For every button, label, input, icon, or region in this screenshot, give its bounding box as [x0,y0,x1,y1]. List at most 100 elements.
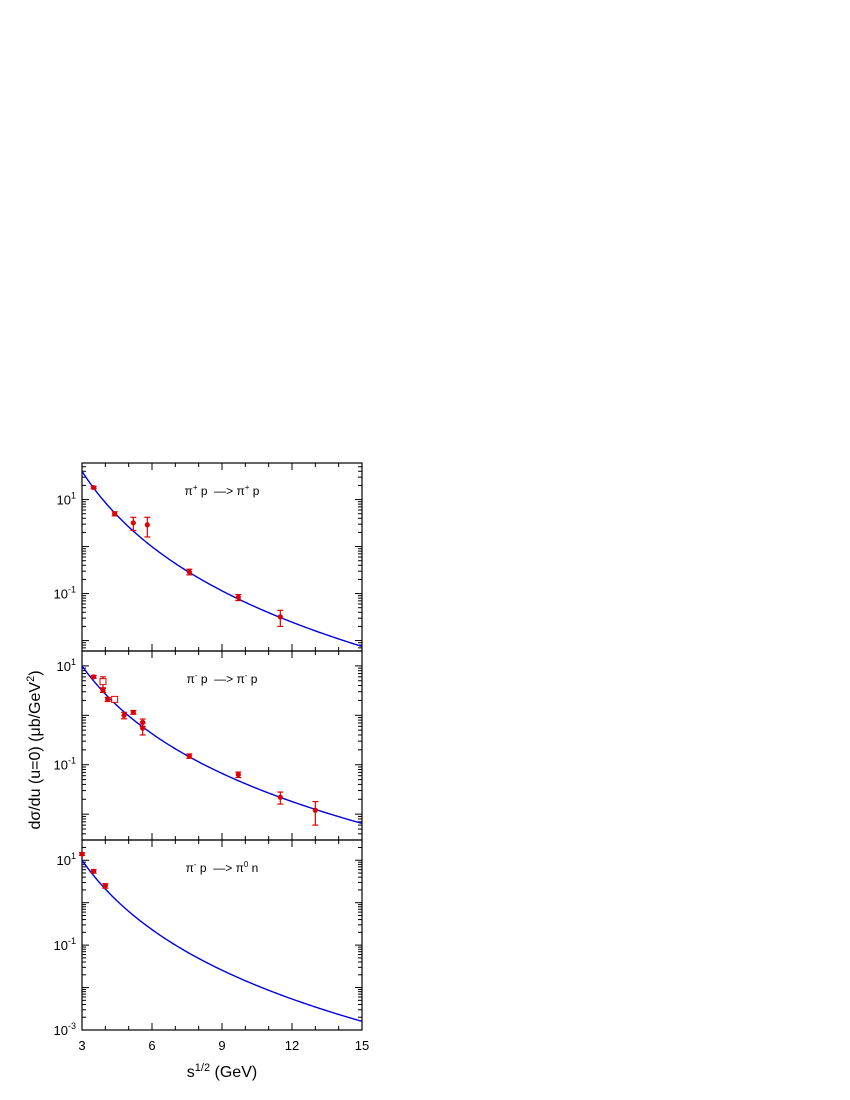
data-marker [100,687,106,693]
y-tick-label: 10-3 [54,1021,76,1038]
data-point [130,709,137,715]
data-marker [186,753,192,759]
reaction-label: π+ p —> π+ p [185,483,260,498]
y-tick-label-base: 10 [54,758,68,773]
data-point [102,883,109,889]
x-tick-label: 3 [78,1038,85,1053]
chart-axis-labels: s1/2 (GeV) dσ/du (u=0) (μb/GeV2) [25,670,257,1081]
data-point [79,851,85,857]
data-point-open [111,695,119,703]
x-tick-label: 12 [285,1038,299,1053]
y-tick-label: 101 [57,491,76,508]
data-marker [91,484,97,491]
data-point [186,753,193,759]
y-tick-label: 10-1 [54,936,76,953]
y-tick-label-base: 10 [54,938,68,953]
reaction-label-text: p —> π [197,672,244,686]
x-axis-title: s1/2 (GeV) [187,1062,257,1081]
reaction-label-charge: + [245,483,250,492]
data-point [186,568,193,576]
y-tick-label-base: 10 [57,853,71,868]
data-marker [186,569,192,575]
data-point [104,696,111,703]
data-marker [140,719,146,725]
data-point [90,868,97,874]
reaction-label: π- p —> π- p [187,671,258,686]
y-tick-label-base: 10 [57,659,71,674]
data-marker [91,674,97,680]
data-point [100,687,106,694]
x-axis-title-tail: (GeV) [210,1064,257,1081]
y-axis-title-sup: 2 [25,676,37,682]
y-tick-label-exponent: 1 [71,491,76,501]
data-marker [91,868,97,874]
reaction-label-text: p —> π [197,861,244,875]
y-tick-label-base: 10 [57,493,71,508]
reaction-label-text: p —> π [197,484,244,498]
y-tick-label-exponent: -1 [68,585,76,595]
y-tick-label-base: 10 [54,587,68,602]
reaction-label-text: p [249,484,259,498]
data-marker [277,794,283,800]
reaction-label-text: π [186,861,194,875]
y-axis-title-main: dσ/du (u=0) (μb/GeV [27,682,44,830]
model-curve [82,470,362,648]
x-tick-label: 9 [218,1038,225,1053]
y-tick-label-exponent: -3 [68,1021,76,1031]
data-marker [102,883,108,889]
data-point [90,674,97,680]
reaction-label-charge: 0 [244,860,249,869]
data-point [235,594,242,602]
reaction-label-text: n [248,861,258,875]
data-marker [235,772,241,778]
y-axis-title: dσ/du (u=0) (μb/GeV2) [25,670,44,829]
data-point [277,791,284,805]
x-tick-label: 6 [148,1038,155,1053]
y-tick-label-base: 10 [54,1023,68,1038]
data-point [90,484,97,491]
y-tick-label-exponent: -1 [68,756,76,766]
data-point [312,800,319,826]
y-tick-label: 10-1 [54,756,76,773]
reaction-label: π- p —> π0 n [186,860,259,875]
data-marker [112,511,118,517]
x-axis-title-sup: 1/2 [195,1062,210,1074]
data-marker [235,594,241,600]
data-point [121,711,127,720]
y-tick-label-exponent: 1 [71,657,76,667]
data-point-open [99,676,107,689]
reaction-label-text: π [185,484,193,498]
data-marker-open [99,678,107,686]
x-axis-title-main: s [187,1064,195,1081]
model-curve [82,859,362,1023]
data-point [139,722,146,736]
data-point [235,771,242,779]
reaction-label-text: π [187,672,195,686]
data-marker-open [111,695,119,703]
data-point [130,516,137,532]
y-axis-title-tail: ) [27,670,44,675]
data-marker [312,807,318,813]
model-curve [82,665,362,825]
data-point [277,609,284,628]
reaction-label-text: p [247,672,257,686]
y-tick-label-exponent: 1 [71,851,76,861]
y-tick-label-exponent: -1 [68,936,76,946]
data-marker [79,851,85,857]
reaction-label-charge: - [245,671,248,680]
data-marker [144,522,150,528]
y-tick-label: 101 [57,851,76,868]
data-marker [130,520,136,526]
y-tick-label: 101 [57,657,76,674]
data-point [144,516,151,538]
x-tick-label: 15 [355,1038,369,1053]
reaction-label-charge: - [195,671,198,680]
data-point [111,511,118,517]
reaction-label-charge: + [193,483,198,492]
reaction-label-charge: - [194,860,197,869]
